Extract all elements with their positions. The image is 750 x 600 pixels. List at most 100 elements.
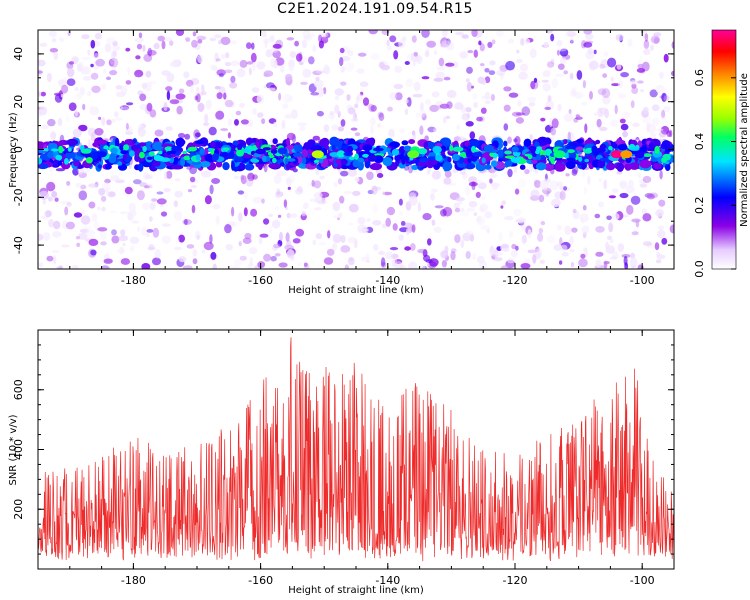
heatmap-cell: [81, 34, 90, 40]
heatmap-cell: [224, 62, 232, 67]
heatmap-cell: [190, 85, 194, 93]
colorbar: 0.0 0.2 0.4 0.6 Normalized spectral amplitu…: [693, 29, 750, 278]
heatmap-cell: [145, 174, 153, 180]
heatmap-cell: [110, 175, 120, 182]
heatmap-cell: [112, 44, 120, 51]
heatmap-cell: [66, 67, 75, 78]
heatmap-cell: [489, 246, 496, 256]
heatmap-cell: [431, 91, 440, 98]
heatmap-cell: [227, 132, 231, 139]
heatmap-cell: [422, 213, 432, 221]
heatmap-cell: [576, 138, 584, 144]
heatmap-cell: [440, 250, 449, 259]
heatmap-cell: [391, 148, 400, 156]
y-tick-label: 200: [12, 499, 25, 520]
heatmap-cell: [265, 49, 273, 58]
heatmap-cell: [171, 164, 184, 170]
heatmap-cell: [55, 168, 66, 172]
heatmap-cell: [502, 247, 510, 252]
heatmap-cell: [424, 98, 432, 105]
heatmap-cell: [380, 64, 391, 71]
heatmap-cell: [642, 213, 652, 222]
heatmap-cell: [115, 85, 123, 90]
heatmap-cell: [488, 70, 496, 76]
heatmap-cell: [598, 201, 604, 208]
heatmap-cell: [142, 202, 151, 211]
heatmap-cell: [661, 92, 667, 102]
heatmap-cell: [191, 204, 196, 214]
heatmap-cell: [428, 152, 436, 158]
heatmap-cell: [606, 235, 612, 240]
heatmap-cell: [527, 249, 537, 254]
heatmap-cell: [595, 226, 605, 233]
heatmap-cell: [510, 157, 522, 164]
heatmap-cell: [80, 184, 87, 190]
heatmap-cell: [332, 243, 337, 251]
spectrogram-axes: -180 -160 -140 -120 -100 -40 -20 0 20 40: [12, 29, 675, 287]
heatmap-cell: [82, 103, 86, 111]
heatmap-cell: [655, 259, 662, 264]
heatmap-cell: [511, 146, 519, 153]
heatmap-cell: [411, 164, 419, 170]
heatmap-cell: [504, 150, 512, 155]
heatmap-cell: [480, 225, 490, 231]
heatmap-cell: [201, 249, 206, 254]
heatmap-cell: [57, 79, 65, 85]
heatmap-cell: [545, 190, 549, 197]
heatmap-cell: [106, 119, 112, 126]
heatmap-cell: [166, 71, 171, 78]
heatmap-cell: [593, 49, 597, 55]
heatmap-cell: [252, 196, 263, 204]
heatmap-cell: [415, 54, 423, 65]
heatmap-cell: [630, 100, 635, 109]
heatmap-cell: [224, 224, 232, 234]
heatmap-cell: [71, 264, 79, 269]
heatmap-cell: [426, 262, 430, 267]
heatmap-cell: [215, 110, 225, 120]
heatmap-cell: [483, 144, 494, 153]
heatmap-cell: [351, 118, 359, 122]
heatmap-cell: [195, 154, 201, 161]
heatmap-cell: [370, 53, 380, 61]
heatmap-cell: [284, 114, 293, 119]
heatmap-cell: [255, 148, 266, 155]
heatmap-cell: [545, 30, 553, 34]
heatmap-cell: [657, 229, 666, 239]
heatmap-cell: [357, 157, 365, 163]
heatmap-cell: [394, 154, 401, 162]
heatmap-cell: [60, 94, 65, 98]
heatmap-cell: [461, 34, 469, 39]
heatmap-cell: [403, 145, 412, 152]
heatmap-cell: [174, 178, 181, 182]
heatmap-cell: [262, 147, 271, 151]
heatmap-cell: [465, 78, 470, 83]
heatmap-cell: [663, 106, 671, 112]
heatmap-cell: [671, 41, 674, 49]
heatmap-cell: [568, 109, 572, 114]
heatmap-cell: [476, 116, 483, 122]
heatmap-cell: [511, 111, 522, 117]
heatmap-cell: [90, 63, 94, 68]
heatmap-cell: [200, 161, 211, 168]
heatmap-cell: [520, 263, 531, 269]
heatmap-cell: [326, 248, 335, 256]
heatmap-cell: [185, 79, 194, 87]
heatmap-cell: [569, 72, 574, 80]
heatmap-cell: [570, 36, 574, 44]
heatmap-cell: [595, 259, 602, 268]
heatmap-cell: [130, 144, 139, 151]
y-tick-label: -40: [12, 236, 25, 254]
heatmap-cell: [595, 251, 604, 257]
heatmap-cell: [157, 35, 165, 42]
heatmap-cell: [515, 117, 525, 124]
heatmap-cell: [197, 54, 204, 64]
heatmap-cell: [154, 129, 164, 137]
heatmap-cell: [544, 106, 551, 110]
heatmap-cell: [518, 71, 528, 80]
heatmap-cell: [321, 31, 328, 38]
heatmap-cell: [536, 146, 543, 152]
heatmap-cell: [367, 154, 377, 162]
heatmap-cell: [458, 200, 463, 205]
heatmap-cell: [380, 257, 386, 267]
heatmap-cell: [401, 157, 406, 165]
